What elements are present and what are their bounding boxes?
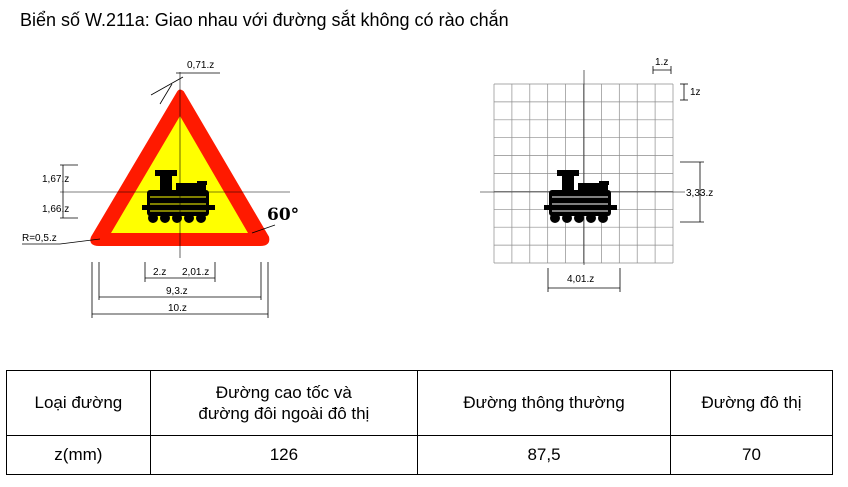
radius-leader xyxy=(22,238,101,245)
dim-symbol-width: 4,01.z xyxy=(567,274,594,285)
value-urban-road: 70 xyxy=(670,435,833,475)
row-label: z(mm) xyxy=(6,435,151,475)
header-normal-road: Đường thông thường xyxy=(417,370,672,436)
dim-upper-half: 1,67.z xyxy=(42,174,69,185)
dim-inner-width: 9,3.z xyxy=(166,286,188,297)
dim-outer-width: 10.z xyxy=(168,303,187,314)
vertical-dims xyxy=(60,164,78,219)
grid-dims xyxy=(547,66,704,292)
dim-symbol-height: 3,33.z xyxy=(686,188,713,199)
train-icon xyxy=(142,170,215,223)
dim-angle: 60° xyxy=(267,205,299,225)
dimension-table: Loại đường Đường cao tốc và đường đôi ng… xyxy=(6,370,833,475)
top-thickness-dim xyxy=(150,72,220,105)
dim-radius: R=0,5.z xyxy=(22,233,57,244)
dim-grid-cell-h: 1z xyxy=(690,87,701,98)
construction-grid xyxy=(493,83,674,264)
dim-grid-cell-w: 1.z xyxy=(655,57,668,68)
table-row: z(mm) 126 87,5 70 xyxy=(6,435,833,475)
dim-lower-half: 1,66.z xyxy=(42,204,69,215)
dim-right-part: 2,01.z xyxy=(182,267,209,278)
value-normal-road: 87,5 xyxy=(417,435,672,475)
dim-top-thickness: 0,71.z xyxy=(187,60,214,71)
grid-center-lines xyxy=(480,70,685,265)
header-highway: Đường cao tốc và đường đôi ngoài đô thị xyxy=(149,370,419,436)
center-lines xyxy=(60,72,290,258)
sign-title: Biển số W.211a: Giao nhau với đường sắt … xyxy=(20,10,509,30)
table-header-row: Loại đường Đường cao tốc và đường đôi ng… xyxy=(6,370,833,436)
header-urban-road: Đường đô thị xyxy=(670,370,833,436)
value-highway: 126 xyxy=(149,435,419,475)
dim-left-part: 2.z xyxy=(153,267,166,278)
bottom-dims xyxy=(91,262,269,318)
header-road-type: Loại đường xyxy=(6,370,151,436)
grid-train-icon xyxy=(544,170,617,223)
